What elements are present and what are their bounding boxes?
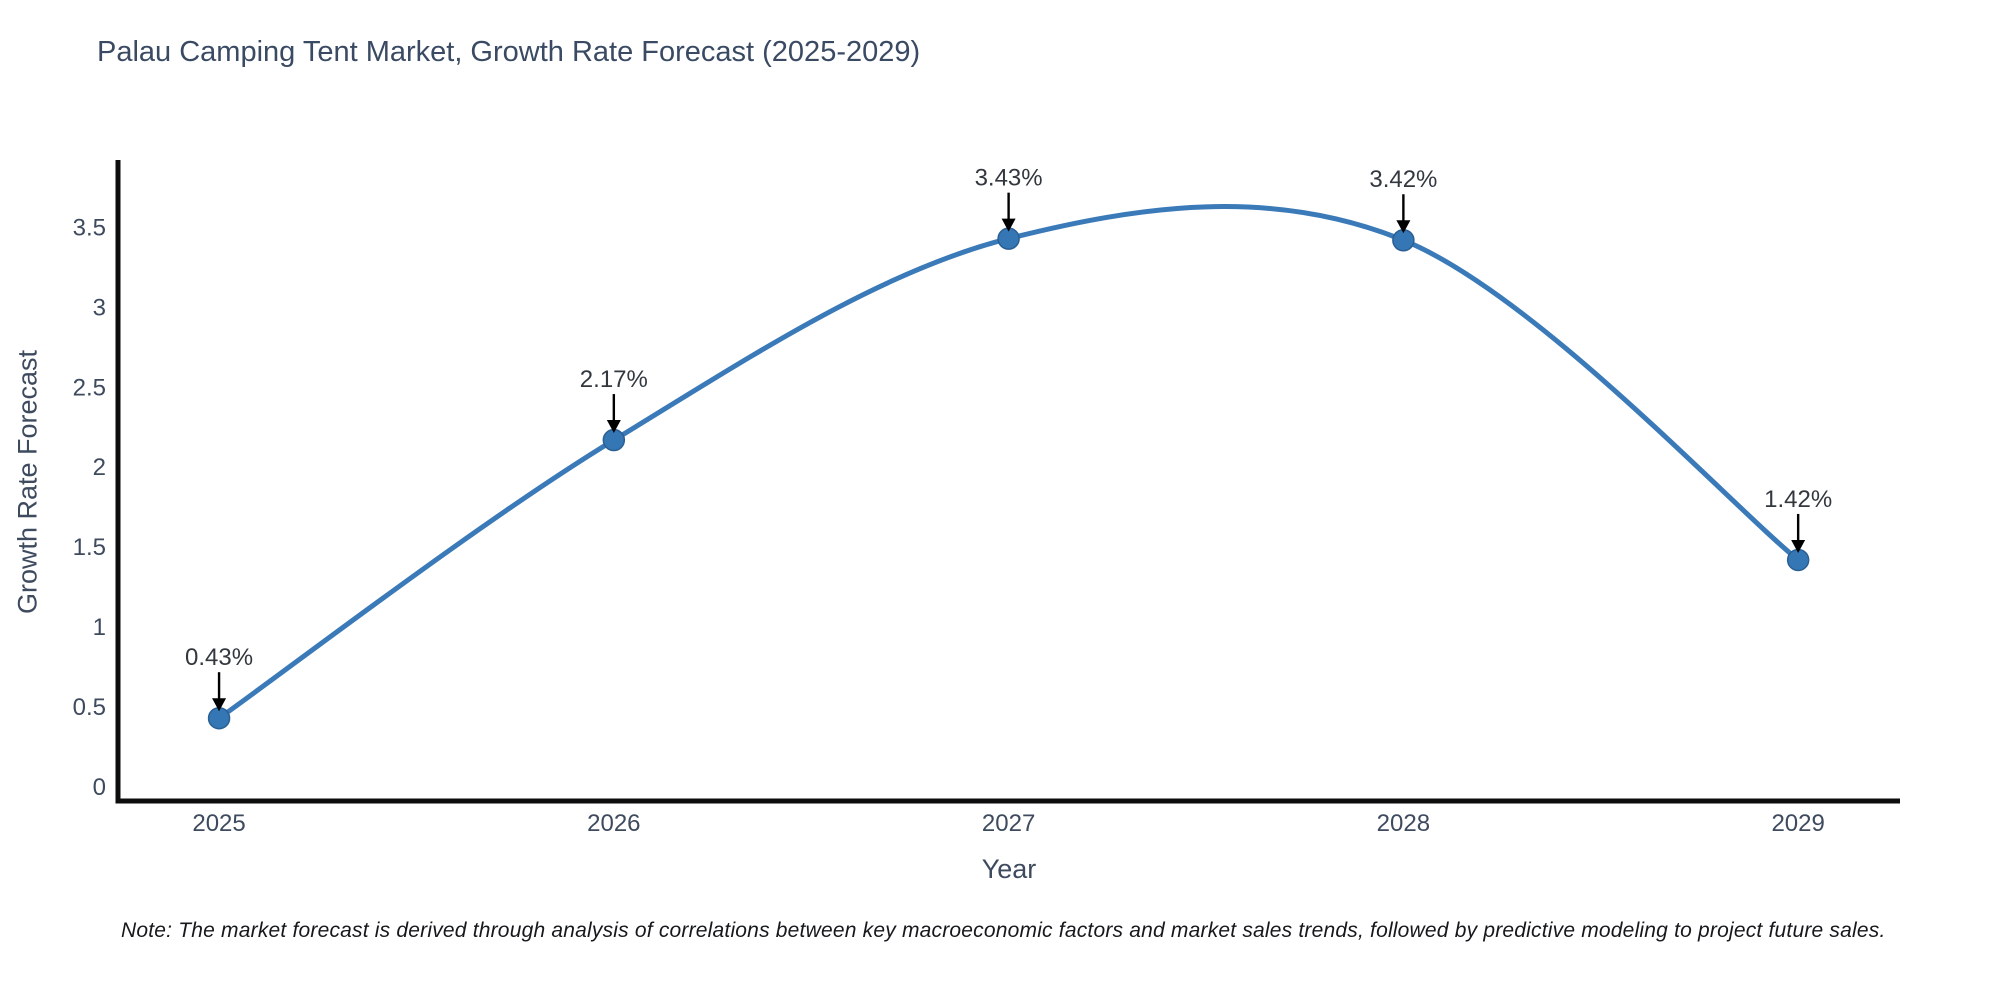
trend-line [216, 204, 1801, 721]
y-tick-label: 1 [93, 614, 106, 641]
annotation-arrow-head [212, 698, 227, 712]
y-axis-label: Growth Rate Forecast [12, 349, 43, 615]
annotation-arrow-head [606, 420, 621, 434]
y-tick-label: 0.5 [73, 694, 106, 721]
point-annotation: 3.42% [1369, 166, 1437, 193]
x-axis-label: Year [981, 854, 1037, 884]
x-tick-label: 2026 [587, 810, 640, 837]
chart-title: Palau Camping Tent Market, Growth Rate F… [97, 36, 921, 68]
point-annotation: 1.42% [1764, 486, 1832, 513]
x-tick-label: 2025 [192, 810, 245, 837]
annotation-arrow-head [1791, 539, 1806, 553]
y-tick-label: 2 [93, 454, 106, 481]
y-tick-label: 2.5 [73, 374, 106, 401]
x-tick-label: 2029 [1771, 810, 1824, 837]
point-annotation: 3.43% [975, 165, 1043, 192]
x-tick-label: 2027 [982, 810, 1035, 837]
annotation-arrow-head [1001, 218, 1016, 232]
y-tick-label: 0 [93, 774, 106, 801]
y-tick-label: 1.5 [73, 534, 106, 561]
point-annotation: 2.17% [580, 366, 648, 393]
point-annotation: 0.43% [185, 644, 253, 671]
annotation-arrow-head [1396, 220, 1411, 234]
y-tick-label: 3 [93, 294, 106, 321]
x-tick-label: 2028 [1377, 810, 1430, 837]
footnote: Note: The market forecast is derived thr… [121, 919, 1886, 942]
y-tick-label: 3.5 [73, 214, 106, 241]
